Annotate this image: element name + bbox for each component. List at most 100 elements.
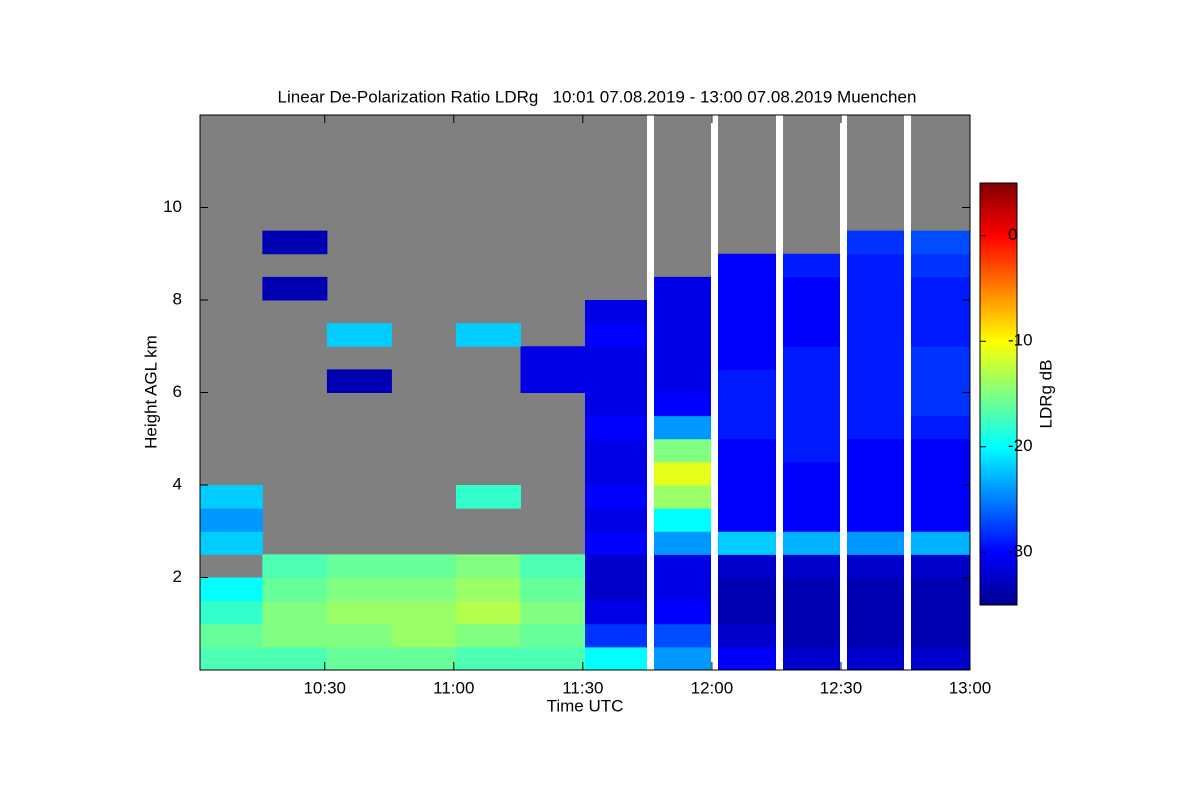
heatmap-cell xyxy=(714,600,780,625)
heatmap-cell xyxy=(907,554,970,578)
heatmap-cell xyxy=(326,646,392,670)
heatmap-cell xyxy=(391,554,457,578)
heatmap-cell xyxy=(585,646,651,670)
heatmap-cell xyxy=(200,623,263,648)
heatmap-cell xyxy=(843,554,909,578)
heatmap-cell xyxy=(714,508,780,532)
heatmap-cell xyxy=(714,300,780,324)
heatmap-cell xyxy=(907,646,970,670)
y-tick-label: 10 xyxy=(163,197,182,216)
heatmap-cell xyxy=(649,508,715,532)
heatmap-cell xyxy=(391,646,457,670)
heatmap-cell xyxy=(649,461,715,486)
heatmap-cell xyxy=(326,623,392,648)
heatmap-cell xyxy=(778,600,844,625)
heatmap-cell xyxy=(326,600,392,625)
heatmap-cell xyxy=(649,531,715,555)
heatmap-cell xyxy=(326,577,392,602)
heatmap-cell xyxy=(714,392,780,417)
x-tick-label: 10:30 xyxy=(303,678,346,697)
heatmap-cell xyxy=(907,508,970,532)
heatmap-cell xyxy=(391,600,457,625)
heatmap-cell xyxy=(262,554,328,578)
heatmap-cell xyxy=(714,346,780,370)
heatmap-cell xyxy=(843,415,909,440)
x-tick-label: 11:30 xyxy=(562,678,603,697)
heatmap-cell xyxy=(200,577,263,602)
heatmap-cell xyxy=(778,438,844,463)
heatmap-cell xyxy=(714,276,780,301)
heatmap-cell xyxy=(262,623,328,648)
heatmap-cell xyxy=(585,554,651,578)
heatmap-cell xyxy=(778,323,844,347)
heatmap-cell xyxy=(326,323,392,347)
heatmap-cell xyxy=(326,554,392,578)
heatmap-cell xyxy=(200,508,263,532)
chart-title: Linear De-Polarization Ratio LDRg 10:01 … xyxy=(278,87,917,106)
heatmap-cell xyxy=(585,300,651,324)
heatmap xyxy=(200,230,970,670)
heatmap-cell xyxy=(649,392,715,417)
heatmap-cell xyxy=(455,554,521,578)
heatmap-cell xyxy=(585,369,651,393)
heatmap-cell xyxy=(714,323,780,347)
heatmap-cell xyxy=(455,646,521,670)
heatmap-cell xyxy=(843,508,909,532)
heatmap-cell xyxy=(907,346,970,370)
heatmap-cell xyxy=(649,323,715,347)
heatmap-cell xyxy=(585,461,651,486)
heatmap-cell xyxy=(778,392,844,417)
heatmap-cell xyxy=(843,577,909,602)
colorbar-tick-label: -10 xyxy=(1008,331,1033,350)
x-tick-label: 12:00 xyxy=(691,678,734,697)
heatmap-cell xyxy=(778,623,844,648)
heatmap-cell xyxy=(200,600,263,625)
heatmap-cell xyxy=(907,600,970,625)
heatmap-cell xyxy=(585,577,651,602)
heatmap-cell xyxy=(714,415,780,440)
heatmap-cell xyxy=(714,369,780,393)
heatmap-cell xyxy=(778,531,844,555)
heatmap-cell xyxy=(649,577,715,602)
heatmap-cell xyxy=(907,253,970,278)
heatmap-cell xyxy=(520,623,586,648)
heatmap-cell xyxy=(585,415,651,440)
heatmap-cell xyxy=(843,531,909,555)
x-axis-label: Time UTC xyxy=(547,696,624,715)
heatmap-cell xyxy=(200,531,263,555)
heatmap-cell xyxy=(520,600,586,625)
heatmap-cell xyxy=(778,461,844,486)
heatmap-cell xyxy=(714,531,780,555)
heatmap-cell xyxy=(907,415,970,440)
heatmap-cell xyxy=(843,623,909,648)
heatmap-cell xyxy=(843,646,909,670)
heatmap-cell xyxy=(843,253,909,278)
heatmap-cell xyxy=(778,508,844,532)
heatmap-cell xyxy=(843,485,909,509)
heatmap-cell xyxy=(843,230,909,255)
heatmap-cell xyxy=(843,300,909,324)
colorbar-tick-label: -30 xyxy=(1008,542,1033,561)
heatmap-cell xyxy=(714,646,780,670)
x-tick-label: 12:30 xyxy=(820,678,863,697)
colorbar-tick-label: -20 xyxy=(1008,436,1033,455)
heatmap-cell xyxy=(262,276,328,301)
heatmap-cell xyxy=(585,323,651,347)
heatmap-cell xyxy=(778,577,844,602)
heatmap-cell xyxy=(585,438,651,463)
y-tick-label: 2 xyxy=(173,567,182,586)
heatmap-cell xyxy=(326,369,392,393)
heatmap-cell xyxy=(585,346,651,370)
x-tick-label: 13:00 xyxy=(949,678,992,697)
heatmap-cell xyxy=(843,600,909,625)
heatmap-cell xyxy=(649,646,715,670)
y-axis-label: Height AGL km xyxy=(141,335,160,449)
x-tick-label: 11:00 xyxy=(433,678,474,697)
heatmap-cell xyxy=(649,369,715,393)
heatmap-cell xyxy=(778,253,844,278)
heatmap-cell xyxy=(907,323,970,347)
heatmap-cell xyxy=(585,485,651,509)
heatmap-cell xyxy=(520,554,586,578)
heatmap-cell xyxy=(649,415,715,440)
heatmap-cell xyxy=(262,600,328,625)
